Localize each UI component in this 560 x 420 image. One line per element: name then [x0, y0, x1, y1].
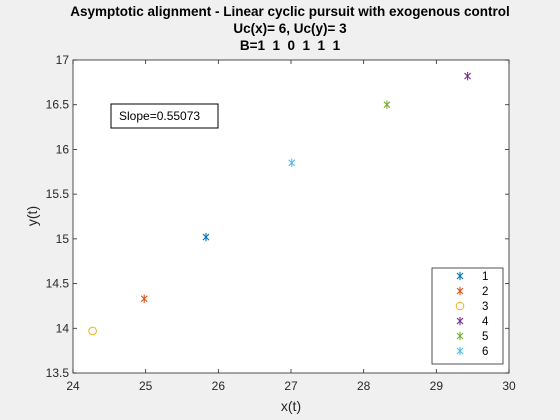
- x-tick-label: 26: [212, 379, 226, 393]
- y-axis-label: y(t): [24, 206, 40, 226]
- legend-label: 1: [482, 271, 488, 283]
- legend-marker-2: [456, 286, 464, 296]
- legend-label: 6: [482, 346, 488, 358]
- x-tick-label: 29: [430, 379, 444, 393]
- data-point-series-2: [140, 294, 148, 303]
- x-tick-label: 27: [284, 379, 298, 393]
- legend-label: 3: [482, 301, 488, 313]
- legend-label: 4: [482, 316, 489, 328]
- x-axis-ticks: 24 25 26 27 28 29 30: [66, 60, 516, 393]
- legend-items: 1 2 3 4 5 6: [455, 271, 489, 358]
- legend-marker-5: [456, 331, 464, 341]
- y-tick-label: 15.5: [46, 187, 70, 201]
- data-point-series-5: [383, 100, 391, 109]
- y-tick-label: 17: [56, 53, 70, 67]
- legend-label: 5: [482, 331, 488, 343]
- chart-title-line-1: Asymptotic alignment - Linear cyclic pur…: [70, 4, 510, 19]
- data-point-series-1: [202, 232, 210, 242]
- y-tick-label: 14.5: [46, 277, 70, 291]
- data-points: [88, 71, 471, 336]
- slope-annotation: Slope=0.55073: [119, 109, 200, 123]
- legend-label: 2: [482, 286, 488, 298]
- x-axis-label: x(t): [281, 398, 301, 414]
- x-tick-label: 24: [66, 379, 80, 393]
- legend-marker-3: [455, 301, 465, 311]
- y-tick-label: 13.5: [46, 366, 70, 380]
- chart-title-line-2: Uc(x)= 6, Uc(y)= 3: [233, 21, 347, 36]
- x-tick-label: 28: [357, 379, 371, 393]
- data-point-series-6: [288, 158, 296, 168]
- legend-marker-1: [456, 271, 464, 281]
- x-tick-label: 30: [502, 379, 516, 393]
- data-point-series-3: [88, 326, 97, 336]
- x-tick-label: 25: [139, 379, 153, 393]
- legend-marker-4: [456, 316, 464, 326]
- y-tick-label: 16: [56, 142, 70, 156]
- y-tick-label: 16.5: [46, 98, 70, 112]
- chart-title-line-3: B=1 1 0 1 1 1: [240, 38, 341, 53]
- slope-annotation-box: [110, 103, 219, 129]
- data-point-series-4: [464, 71, 471, 81]
- legend-marker-6: [456, 346, 464, 356]
- legend: [431, 267, 504, 365]
- y-tick-label: 14: [56, 321, 70, 335]
- y-tick-label: 15: [56, 232, 70, 246]
